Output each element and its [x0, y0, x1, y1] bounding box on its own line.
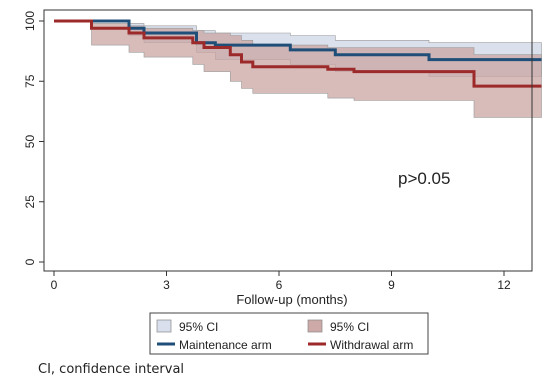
- footnote: CI, confidence interval: [38, 362, 185, 377]
- x-axis-label: Follow-up (months): [236, 292, 347, 307]
- legend-item-3-label: Maintenance arm: [179, 338, 272, 352]
- legend-item-1-swatch: [156, 319, 172, 333]
- y-tick-label: 25: [23, 195, 37, 209]
- y-tick-label: 100: [23, 11, 37, 31]
- legend-item-2-label: 95% CI: [330, 320, 369, 334]
- plot-frame: [43, 9, 533, 272]
- legend-item-4-label: Withdrawal arm: [330, 338, 413, 352]
- y-tick-label: 0: [23, 258, 37, 265]
- legend-item-2-swatch: [307, 319, 323, 333]
- y-tick-label: 75: [23, 74, 37, 88]
- p-value-annotation: p>0.05: [398, 169, 450, 188]
- x-tick-label: 12: [497, 278, 511, 292]
- legend-box: [149, 312, 429, 355]
- x-tick-label: 6: [276, 278, 283, 292]
- series-line-withdrawal: [54, 19, 542, 88]
- legend-item-1-label: 95% CI: [179, 320, 218, 334]
- x-tick-label: 0: [51, 278, 58, 292]
- x-tick-label: 9: [388, 278, 395, 292]
- y-tick-label: 50: [23, 135, 37, 149]
- x-tick-label: 3: [163, 278, 170, 292]
